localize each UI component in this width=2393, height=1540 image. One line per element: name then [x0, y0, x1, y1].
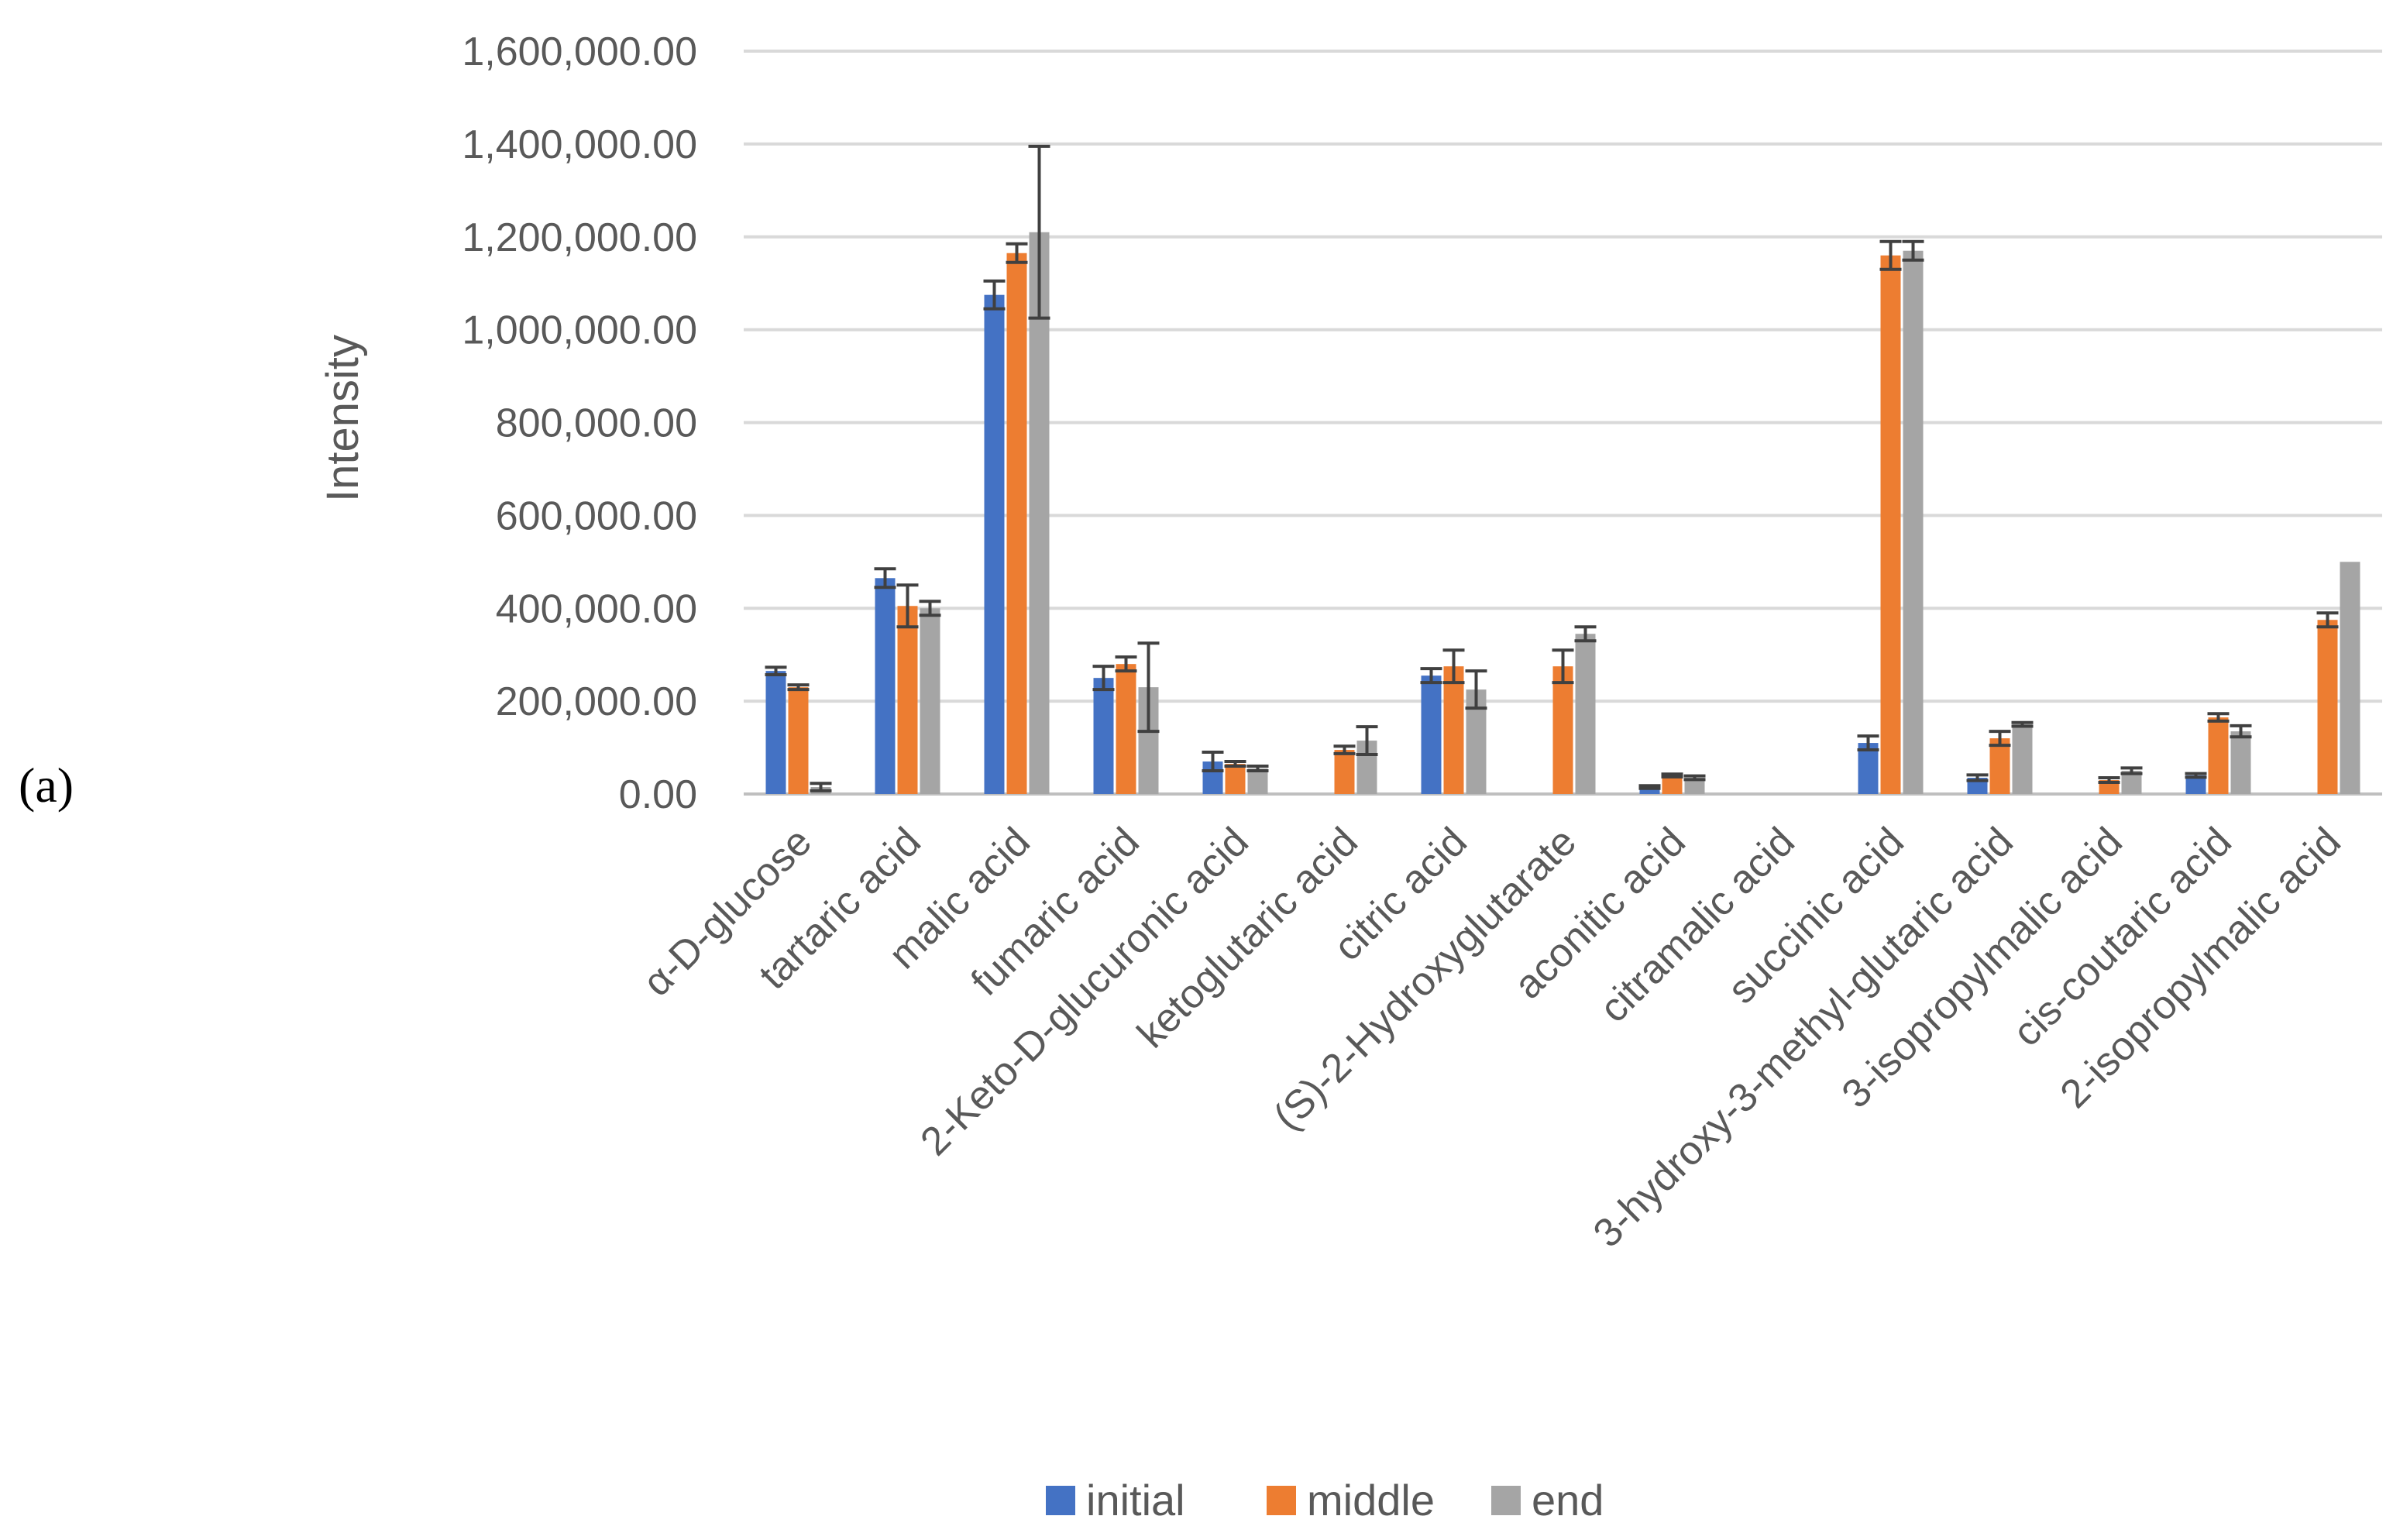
bar-end [2340, 562, 2360, 794]
y-axis-label: Intensity [318, 335, 368, 502]
bar-middle [1006, 253, 1027, 794]
legend-swatch-middle [1267, 1486, 1296, 1515]
bar-middle [2208, 717, 2229, 794]
bar-end [920, 608, 940, 794]
bar-end [2012, 724, 2033, 794]
error-bars [765, 144, 2339, 792]
bar-initial [2185, 775, 2206, 794]
bar-end [2230, 731, 2251, 794]
bar-end [1029, 232, 1050, 795]
bar-middle [1116, 664, 1136, 794]
bar-initial [1093, 678, 1114, 794]
bar-initial [984, 294, 1005, 794]
bar-middle [1225, 764, 1246, 794]
bar-middle [1443, 666, 1464, 794]
bar-initial [1639, 787, 1660, 794]
x-category-label: citramalic acid [1591, 819, 1803, 1031]
y-tick-label: 800,000.00 [496, 401, 697, 446]
bar-initial [765, 671, 786, 794]
legend-label-end: end [1532, 1476, 1604, 1525]
legend: initial middle end [1046, 1476, 1604, 1525]
y-tick-label: 0.00 [619, 772, 697, 817]
bar-middle [2317, 620, 2338, 794]
bar-initial [1421, 675, 1442, 794]
y-tick-label: 400,000.00 [496, 586, 697, 631]
bar-middle [1989, 738, 2010, 794]
bar-middle [1880, 255, 1901, 795]
bar-middle [1334, 750, 1355, 794]
y-tick-label: 1,000,000.00 [462, 308, 697, 353]
bars [765, 232, 2360, 795]
y-tick-label: 600,000.00 [496, 493, 697, 538]
y-axis-ticks: 0.00 200,000.00 400,000.00 600,000.00 800,00… [462, 29, 697, 817]
bar-middle [897, 606, 918, 794]
bar-end [1903, 250, 1924, 794]
y-tick-label: 1,600,000.00 [462, 29, 697, 74]
panel-label: (a) [19, 758, 74, 813]
bar-middle [788, 687, 809, 794]
y-tick-label: 1,400,000.00 [462, 122, 697, 167]
y-tick-label: 200,000.00 [496, 679, 697, 724]
bar-middle [1662, 775, 1683, 794]
bar-initial [875, 578, 896, 794]
y-tick-label: 1,200,000.00 [462, 215, 697, 260]
legend-label-middle: middle [1307, 1476, 1435, 1525]
legend-label-initial: initial [1086, 1476, 1185, 1525]
legend-swatch-end [1491, 1486, 1521, 1515]
bar-middle [1552, 666, 1573, 794]
bar-end [1247, 768, 1268, 794]
bar-end [1575, 634, 1596, 794]
bar-end [1684, 778, 1705, 794]
legend-swatch-initial [1046, 1486, 1075, 1515]
